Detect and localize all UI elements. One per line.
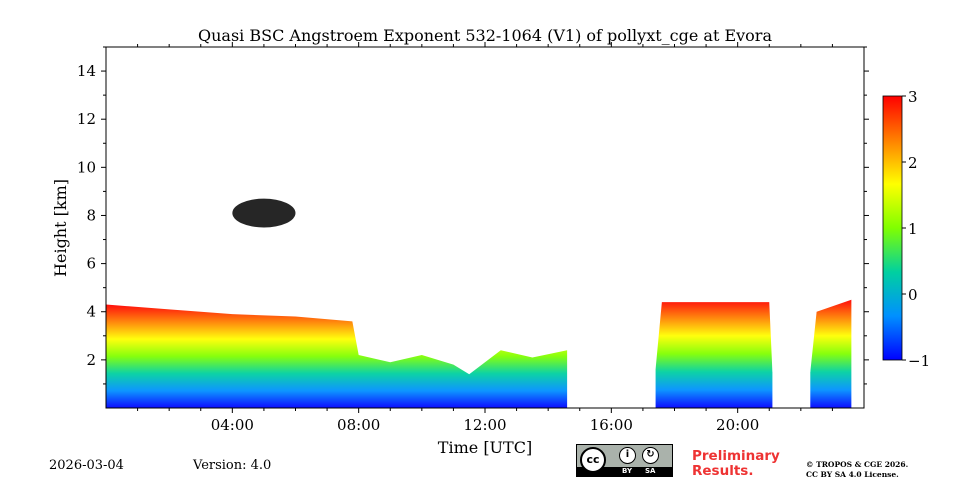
x-tick-label: 12:00 [463,416,506,434]
x-tick-label: 16:00 [590,416,633,434]
colorbar-tick-label: 3 [908,88,918,106]
y-tick-label: 14 [77,62,96,80]
x-tick-label: 08:00 [337,416,380,434]
cc-license-badge: cc i ↻ BY SA [576,444,673,477]
cc-icon: cc [580,447,606,473]
colorbar-scale [882,95,903,361]
y-tick-label: 12 [77,110,96,128]
preliminary-line-2: Results. [692,463,754,479]
preliminary-results: Preliminary Results. [692,449,780,479]
y-tick-label: 8 [86,206,96,224]
share-alike-icon: ↻ [642,447,659,464]
chart-title: Quasi BSC Angstroem Exponent 532-1064 (V… [198,26,772,45]
sa-label: SA [645,467,656,475]
colorbar-tick-label: 1 [908,220,918,238]
y-axis: 2 4 6 8 10 12 14 [77,46,869,385]
heatmap-layers [106,47,852,408]
aerosol-layer-0 [106,304,568,408]
y-axis-label: Height [km] [51,179,70,277]
license-band [577,467,672,476]
footer-date: 2026-03-04 [49,458,124,473]
x-axis: 04:00 08:00 12:00 16:00 20:00 [137,42,833,434]
elevated-layer [232,198,296,228]
y-tick-label: 10 [77,158,96,176]
copyright-line-2: CC BY SA 4.0 License. [806,470,899,479]
data-gap-0 [579,47,656,408]
attribution-icon: i [619,447,636,464]
y-tick-label: 2 [86,351,96,369]
data-gap-1 [772,47,811,408]
footer-version: Version: 4.0 [193,458,272,473]
x-tick-label: 20:00 [716,416,759,434]
by-label: BY [622,467,633,475]
copyright-line-1: © TROPOS & CGE 2026. [806,460,909,469]
copyright-notice: © TROPOS & CGE 2026. CC BY SA 4.0 Licens… [806,460,908,480]
y-tick-label: 6 [86,255,96,273]
colorbar-tick-label: −1 [908,352,930,370]
aerosol-layer-1 [655,299,852,408]
colorbar-tick-label: 0 [908,286,918,304]
preliminary-line-1: Preliminary [692,448,780,464]
x-tick-label: 04:00 [211,416,254,434]
x-axis-label: Time [UTC] [438,438,532,457]
colorbar-tick-label: 2 [908,154,918,172]
y-tick-label: 4 [86,303,96,321]
colorbar: −1 0 1 2 3 [882,88,930,370]
